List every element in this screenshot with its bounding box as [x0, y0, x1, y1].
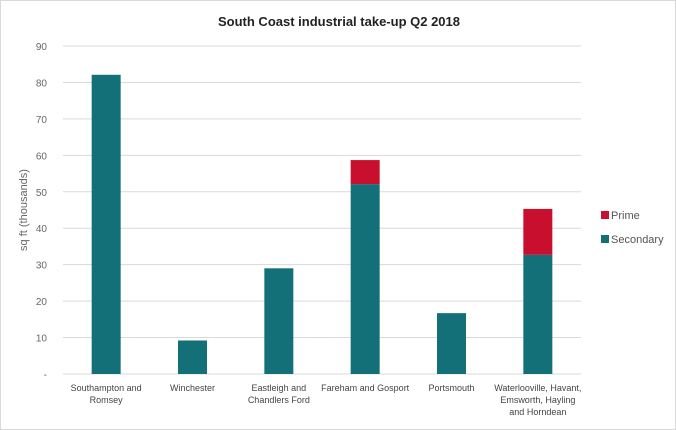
bar-secondary [437, 313, 466, 374]
bar-secondary [264, 268, 294, 374]
bar-secondary [178, 340, 207, 374]
y-tick-label: - [44, 370, 47, 381]
y-tick-label: 70 [36, 115, 48, 126]
bar-secondary [523, 254, 553, 374]
bar-secondary [91, 74, 121, 375]
chart-title: South Coast industrial take-up Q2 2018 [218, 14, 460, 29]
x-tick-label: Romsey [90, 395, 124, 405]
x-tick-label: Emsworth, Hayling [500, 395, 575, 405]
y-tick-label: 80 [36, 78, 48, 89]
bar-secondary [350, 184, 380, 374]
x-tick-label: Chandlers Ford [248, 395, 310, 405]
bar-prime [350, 160, 380, 185]
y-tick-label: 90 [36, 42, 48, 53]
legend-swatch-prime [601, 211, 609, 219]
x-tick-label: Winchester [170, 383, 215, 393]
bar-prime [523, 208, 553, 255]
x-tick-label: Southampton and [71, 383, 142, 393]
y-tick-label: 50 [36, 188, 48, 199]
y-axis-label: sq ft (thousands) [18, 169, 30, 251]
y-tick-label: 10 [36, 334, 48, 345]
x-tick-label: Eastleigh and [252, 383, 307, 393]
legend-label-secondary: Secondary [611, 234, 664, 246]
y-tick-label: 20 [36, 297, 48, 308]
x-tick-label: and Horndean [509, 407, 566, 417]
legend-label-prime: Prime [611, 210, 640, 222]
x-tick-label: Portsmouth [428, 383, 474, 393]
x-tick-label: Waterlooville, Havant, [494, 383, 581, 393]
y-tick-label: 40 [36, 224, 48, 235]
legend-swatch-secondary [601, 235, 609, 243]
y-tick-label: 60 [36, 151, 48, 162]
y-tick-label: 30 [36, 261, 48, 272]
x-tick-label: Fareham and Gosport [321, 383, 410, 393]
